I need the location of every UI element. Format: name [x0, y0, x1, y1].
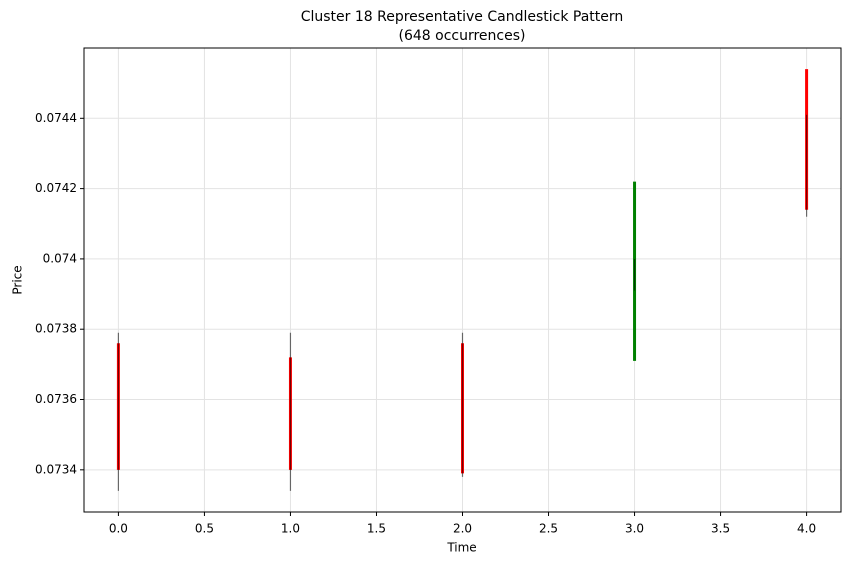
y-tick-label: 0.0742 [35, 181, 77, 195]
x-tick-label: 4.0 [797, 522, 816, 536]
x-tick-label: 1.5 [367, 522, 386, 536]
y-tick-label: 0.0738 [35, 322, 77, 336]
x-tick-label: 1.0 [281, 522, 300, 536]
x-tick-label: 0.0 [109, 522, 128, 536]
plot-frame [83, 47, 842, 513]
chart-subtitle: (648 occurrences) [399, 28, 526, 44]
x-tick-label: 3.0 [625, 522, 644, 536]
x-tick-label: 2.0 [453, 522, 472, 536]
y-tick-label: 0.0736 [35, 392, 77, 406]
x-tick-label: 3.5 [711, 522, 730, 536]
y-tick-label: 0.074 [43, 251, 77, 265]
y-tick-label: 0.0734 [35, 462, 77, 476]
y-tick-label: 0.0744 [35, 111, 77, 125]
x-tick-label: 0.5 [195, 522, 214, 536]
x-axis-label: Time [446, 541, 476, 555]
chart-title: Cluster 18 Representative Candlestick Pa… [301, 9, 624, 25]
y-axis-label: Price [11, 265, 25, 294]
x-tick-label: 2.5 [539, 522, 558, 536]
